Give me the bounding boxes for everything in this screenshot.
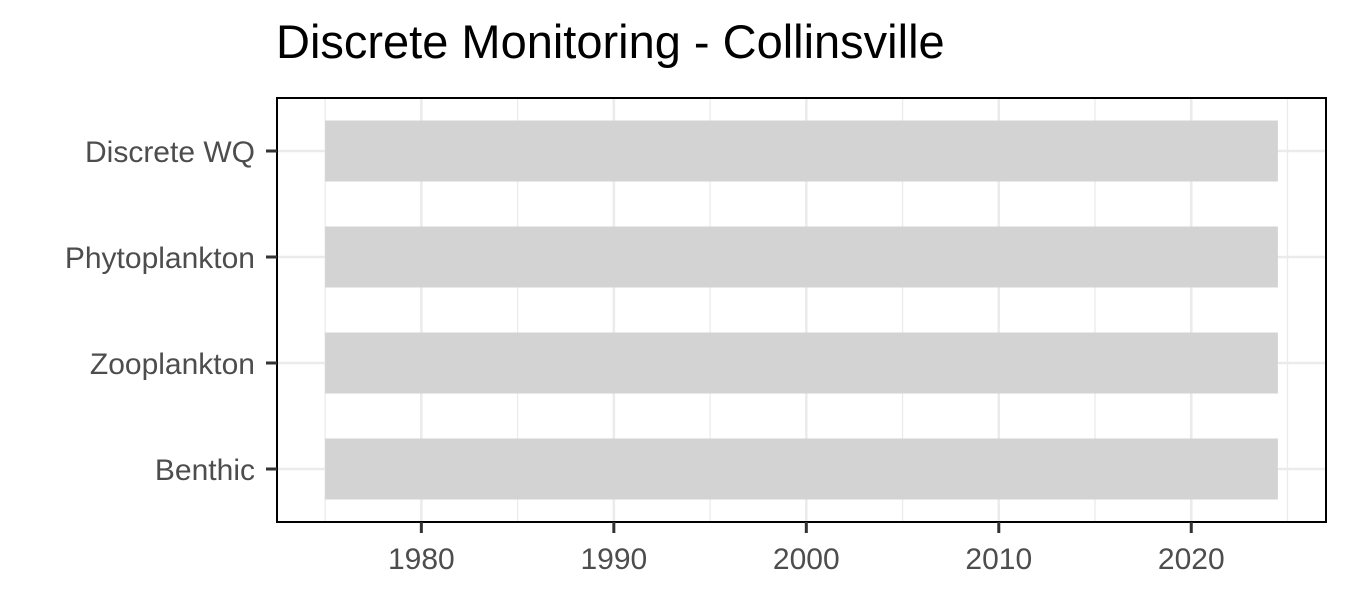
y-axis: Discrete WQ Phytoplankton Zooplankton Benth… [65,136,277,487]
x-tick-label: 1990 [580,543,647,576]
bar-phytoplankton [325,226,1278,288]
x-tick-label: 2010 [965,543,1032,576]
bar-zooplankton [325,332,1278,394]
bar-benthic [325,438,1278,500]
x-axis: 1980 1990 2000 2010 2020 [388,522,1225,576]
x-tick-label: 2000 [773,543,840,576]
chart-title: Discrete Monitoring - Collinsville [276,15,945,68]
x-tick-label: 1980 [388,543,455,576]
bar-discrete-wq [325,120,1278,182]
y-tick-label: Phytoplankton [65,242,255,275]
x-tick-label: 2020 [1158,543,1225,576]
y-tick-label: Benthic [155,454,255,487]
y-tick-label: Discrete WQ [85,136,255,169]
bars-layer [325,120,1278,500]
y-tick-label: Zooplankton [90,348,255,381]
panel-border [276,97,1327,523]
